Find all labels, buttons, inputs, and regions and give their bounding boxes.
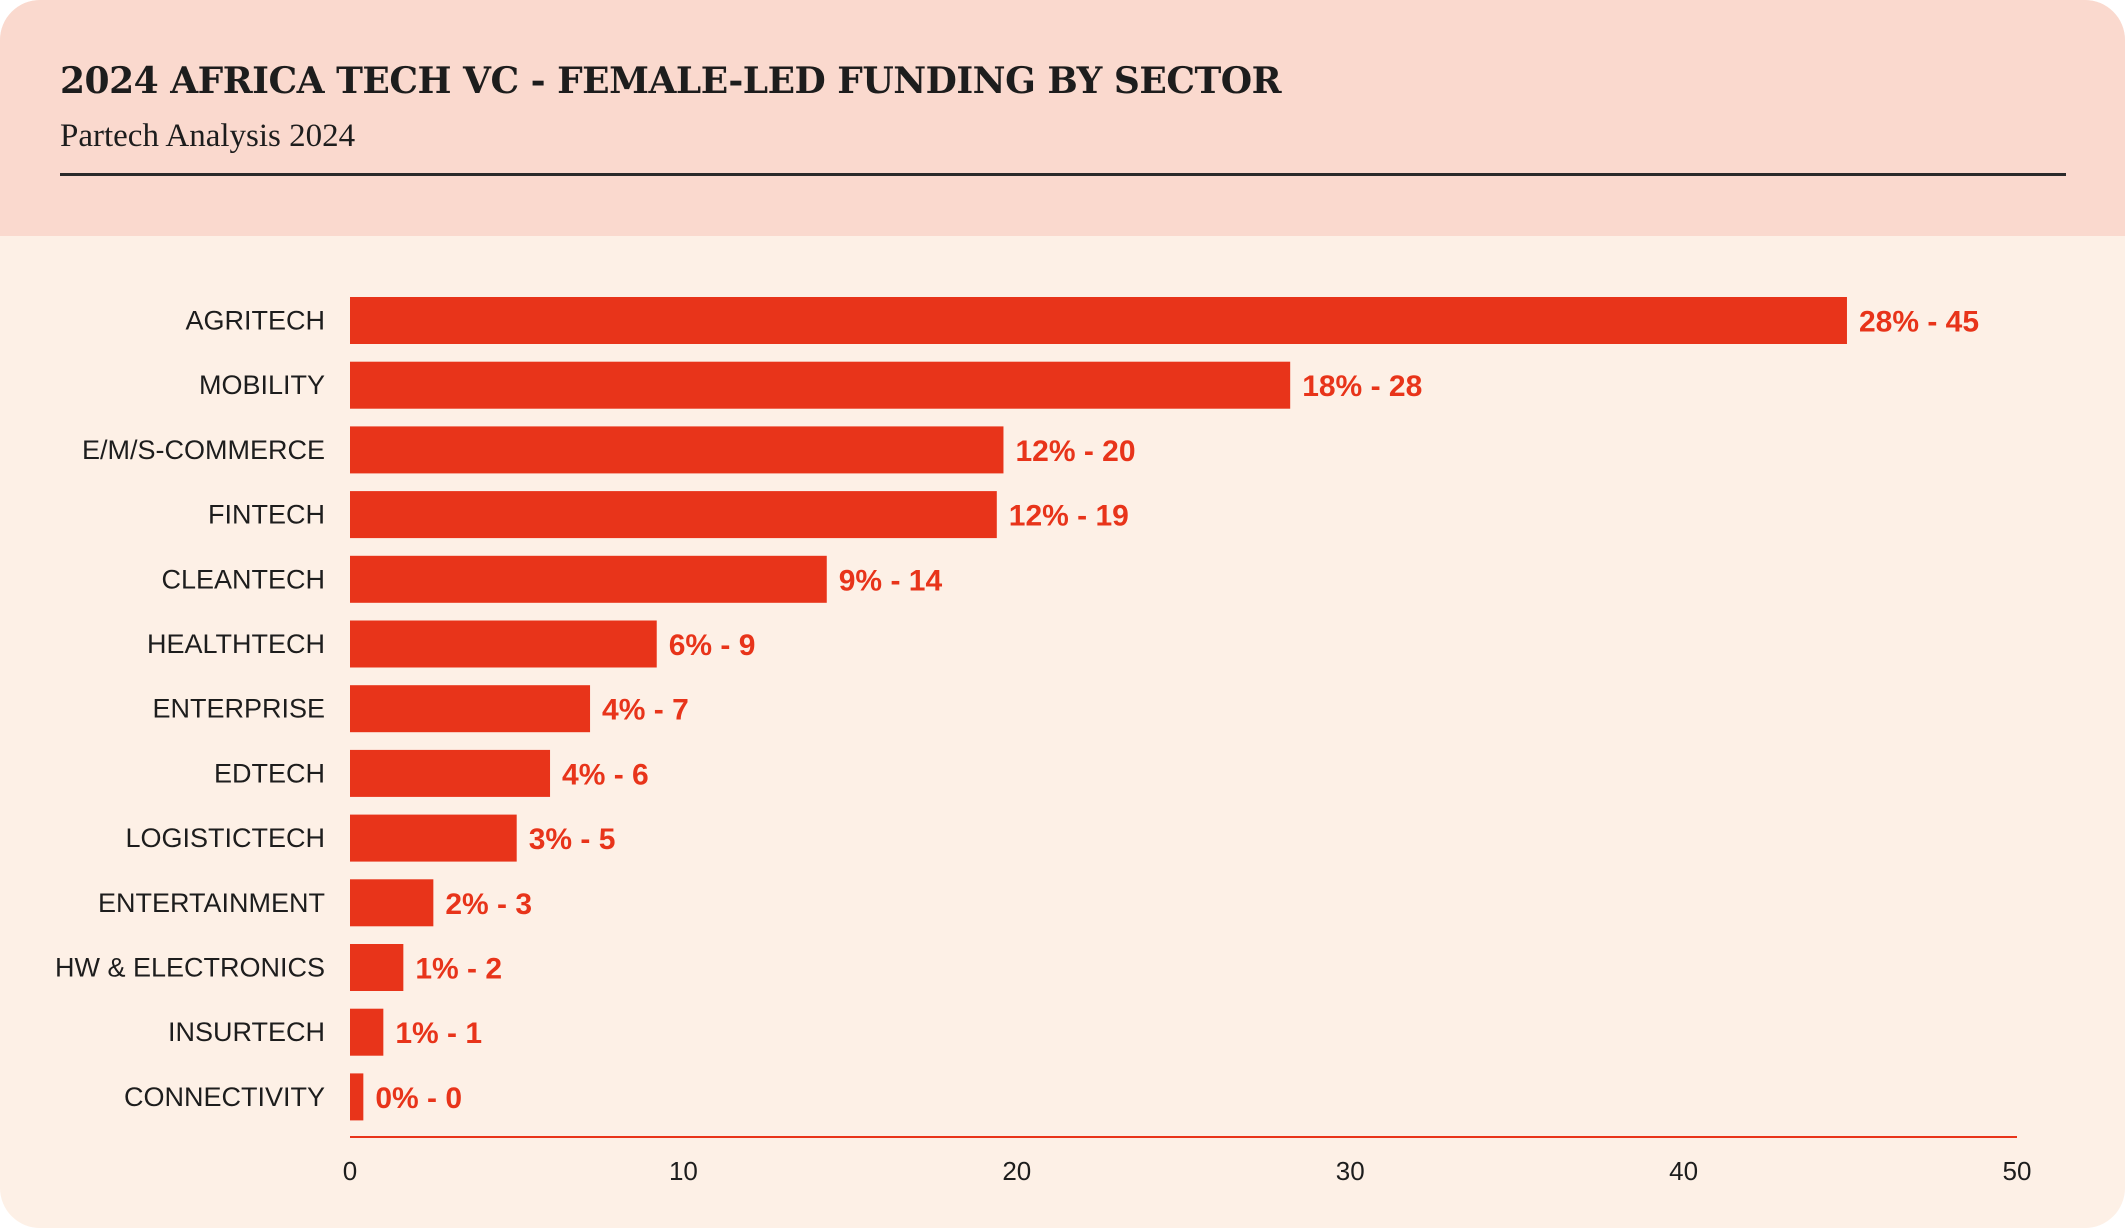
bar xyxy=(350,361,1291,409)
data-label: 1% - 1 xyxy=(395,1017,482,1050)
chart-subtitle: Partech Analysis 2024 xyxy=(60,118,356,154)
data-label: 4% - 7 xyxy=(602,694,689,727)
data-label: 3% - 5 xyxy=(529,823,616,856)
x-tick-label: 10 xyxy=(669,1156,698,1186)
bar xyxy=(350,944,404,991)
data-label: 28% - 45 xyxy=(1859,306,1979,339)
category-label: INSURTECH xyxy=(168,1017,325,1047)
category-label: HW & ELECTRONICS xyxy=(55,953,325,983)
category-label: ENTERPRISE xyxy=(152,694,325,724)
category-label: FINTECH xyxy=(208,500,325,530)
category-label: MOBILITY xyxy=(199,370,325,400)
data-label: 4% - 6 xyxy=(562,758,649,791)
data-label: 12% - 19 xyxy=(1009,500,1129,533)
data-label: 2% - 3 xyxy=(445,888,532,921)
x-tick-label: 20 xyxy=(1002,1156,1031,1186)
data-label: 18% - 28 xyxy=(1302,370,1422,403)
chart-header: 2024 AFRICA TECH VC - FEMALE-LED FUNDING… xyxy=(0,0,2125,236)
data-label: 1% - 2 xyxy=(415,953,502,986)
header-divider xyxy=(60,173,2066,176)
chart-title: 2024 AFRICA TECH VC - FEMALE-LED FUNDING… xyxy=(60,60,1282,102)
bar xyxy=(350,426,1004,474)
bar xyxy=(350,1008,384,1056)
x-tick-label: 30 xyxy=(1336,1156,1365,1186)
bar xyxy=(350,749,551,797)
bar xyxy=(350,814,517,862)
category-label: LOGISTICTECH xyxy=(125,823,325,853)
category-label: CLEANTECH xyxy=(161,564,325,594)
category-label: CONNECTIVITY xyxy=(124,1082,325,1112)
bar xyxy=(350,879,434,927)
category-label: AGRITECH xyxy=(185,306,325,336)
data-label: 6% - 9 xyxy=(669,629,756,662)
category-label: ENTERTAINMENT xyxy=(98,888,325,918)
bar xyxy=(350,620,657,668)
x-tick-label: 50 xyxy=(2003,1156,2032,1186)
data-label: 0% - 0 xyxy=(375,1082,462,1115)
data-label: 12% - 20 xyxy=(1015,435,1135,468)
data-label: 9% - 14 xyxy=(839,564,943,597)
category-label: HEALTHTECH xyxy=(147,629,325,659)
category-label: E/M/S-COMMERCE xyxy=(82,435,325,465)
bar xyxy=(350,297,1847,344)
x-tick-label: 40 xyxy=(1669,1156,1698,1186)
bar xyxy=(350,685,591,733)
bar xyxy=(350,1073,364,1121)
category-label: EDTECH xyxy=(214,758,325,788)
bar xyxy=(350,555,827,603)
x-tick-label: 0 xyxy=(343,1156,357,1186)
bar xyxy=(350,491,997,539)
